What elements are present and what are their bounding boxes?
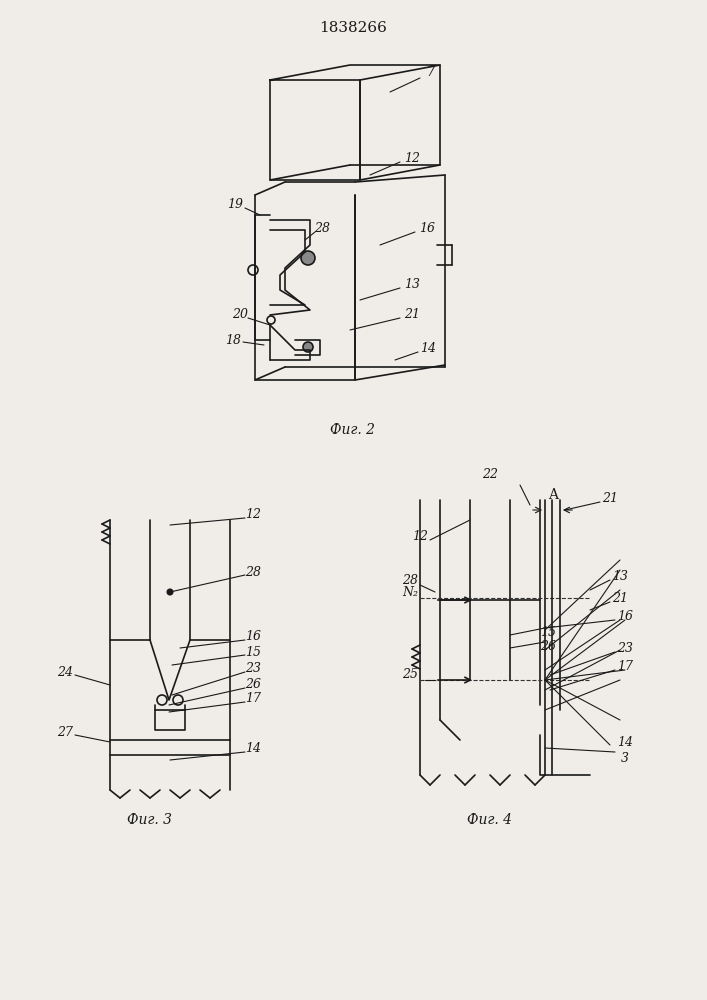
Text: 19: 19 [227, 198, 243, 212]
Text: 12: 12 [412, 530, 428, 544]
Text: 20: 20 [232, 308, 248, 322]
Text: Фиг. 4: Фиг. 4 [467, 813, 513, 827]
Text: 1838266: 1838266 [319, 21, 387, 35]
Text: 28: 28 [314, 222, 330, 234]
Text: 16: 16 [419, 222, 435, 234]
Text: 14: 14 [617, 736, 633, 748]
Text: 7: 7 [426, 66, 434, 79]
Text: 12: 12 [245, 508, 261, 522]
Text: 24: 24 [57, 666, 73, 678]
Text: 26: 26 [245, 678, 261, 692]
Text: 27: 27 [57, 726, 73, 738]
Text: A: A [548, 488, 558, 502]
Text: 18: 18 [225, 334, 241, 347]
Text: 16: 16 [617, 609, 633, 622]
Text: N₂: N₂ [402, 586, 418, 599]
Text: 17: 17 [617, 660, 633, 672]
Circle shape [167, 589, 173, 595]
Text: 25: 25 [402, 668, 418, 682]
Text: 28: 28 [245, 566, 261, 578]
Text: 21: 21 [602, 491, 618, 504]
Text: 14: 14 [245, 742, 261, 756]
Text: 13: 13 [612, 570, 628, 582]
Text: Фиг. 3: Фиг. 3 [127, 813, 173, 827]
Circle shape [303, 342, 313, 352]
Text: 26: 26 [540, 641, 556, 654]
Text: 15: 15 [245, 646, 261, 658]
Text: Фиг. 2: Фиг. 2 [330, 423, 375, 437]
Text: 14: 14 [420, 342, 436, 355]
Text: 21: 21 [404, 308, 420, 320]
Text: 17: 17 [245, 692, 261, 706]
Text: 23: 23 [617, 642, 633, 654]
Text: 23: 23 [245, 662, 261, 676]
Text: 28: 28 [402, 574, 418, 587]
Text: 22: 22 [482, 468, 498, 482]
Circle shape [301, 251, 315, 265]
Text: 16: 16 [245, 631, 261, 644]
Text: 15: 15 [540, 626, 556, 640]
Text: 3: 3 [621, 752, 629, 764]
Text: 13: 13 [404, 277, 420, 290]
Text: 12: 12 [404, 151, 420, 164]
Text: 21: 21 [612, 591, 628, 604]
